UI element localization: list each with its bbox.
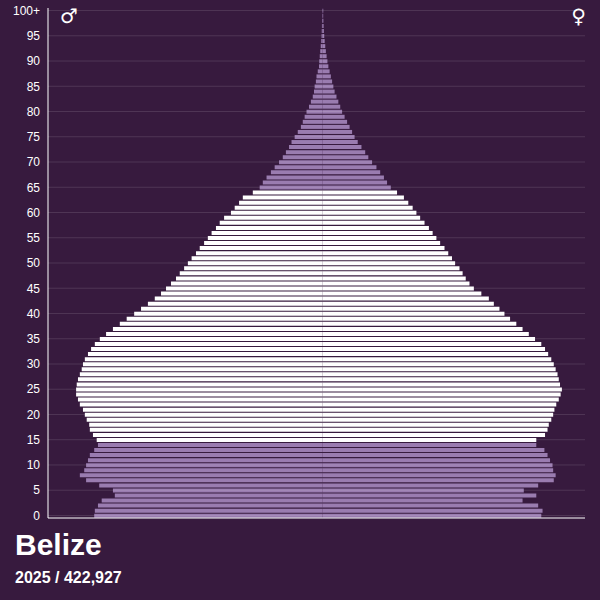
html-text:2025 / 422,927: 2025 / 422,927 — [15, 569, 122, 586]
svg-text:0: 0 — [33, 509, 40, 523]
svg-text:80: 80 — [27, 105, 41, 119]
svg-text:25: 25 — [27, 382, 41, 396]
svg-text:20: 20 — [27, 408, 41, 422]
svg-text:35: 35 — [27, 332, 41, 346]
svg-text:100+: 100+ — [13, 4, 40, 18]
svg-text:45: 45 — [27, 282, 41, 296]
svg-text:60: 60 — [27, 206, 41, 220]
svg-text:55: 55 — [27, 231, 41, 245]
svg-text:75: 75 — [27, 130, 41, 144]
svg-text:30: 30 — [27, 357, 41, 371]
svg-text:95: 95 — [27, 29, 41, 43]
svg-text:65: 65 — [27, 181, 41, 195]
html-text:Belize: Belize — [15, 528, 102, 561]
svg-text:15: 15 — [27, 433, 41, 447]
svg-text:85: 85 — [27, 80, 41, 94]
svg-text:90: 90 — [27, 54, 41, 68]
svg-text:5: 5 — [33, 483, 40, 497]
svg-text:50: 50 — [27, 256, 41, 270]
svg-text:70: 70 — [27, 155, 41, 169]
svg-text:40: 40 — [27, 307, 41, 321]
svg-text:10: 10 — [27, 458, 41, 472]
